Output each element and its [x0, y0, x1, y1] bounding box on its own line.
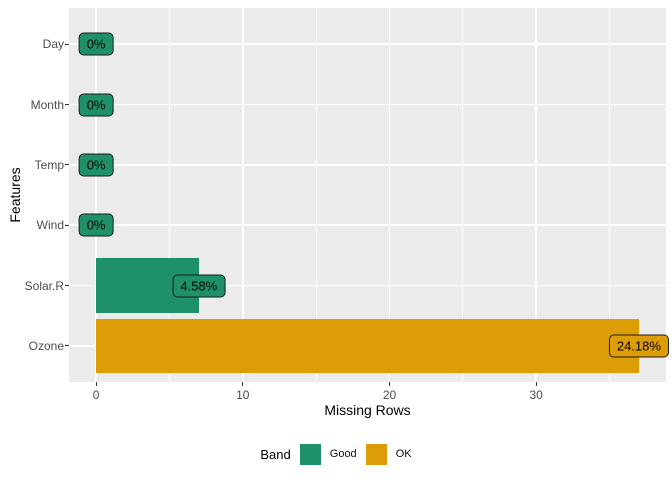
y-tick-label: Ozone	[28, 338, 64, 353]
gridline-y-major	[69, 164, 666, 166]
gridline-y-major	[69, 224, 666, 226]
y-tick-mark	[65, 164, 69, 166]
gridline-x-major	[388, 8, 391, 382]
y-axis-title: Features	[7, 167, 23, 223]
bar-percent-label: 0%	[78, 213, 114, 237]
gridline-y-major	[69, 284, 666, 287]
x-tick-label: 30	[529, 388, 543, 402]
y-tick-mark	[65, 285, 69, 286]
legend: Band Good OK	[0, 443, 672, 465]
y-tick-mark	[65, 104, 69, 105]
bar-percent-label: 0%	[78, 32, 114, 56]
gridline-x-major	[95, 8, 97, 382]
legend-title: Band	[260, 446, 291, 462]
y-tick-mark	[65, 43, 69, 45]
y-tick-mark	[65, 345, 69, 347]
x-tick-mark	[389, 382, 390, 386]
x-tick-label: 0	[92, 388, 100, 402]
gridline-x-minor	[169, 8, 170, 382]
y-tick-label: Temp	[34, 157, 64, 172]
legend-swatch-good	[299, 443, 321, 465]
x-axis-title: Missing Rows	[324, 402, 411, 418]
x-tick-label: 20	[382, 388, 397, 402]
gridline-x-major	[242, 8, 244, 382]
y-tick-label: Month	[30, 97, 64, 112]
x-tick-label: 10	[236, 388, 250, 402]
gridline-x-minor	[315, 8, 317, 382]
x-tick-mark	[535, 382, 537, 386]
legend-key-label: Good	[329, 448, 357, 460]
legend-swatch-ok	[365, 443, 387, 465]
gridline-x-minor	[609, 8, 610, 382]
gridline-x-major	[535, 8, 537, 382]
y-tick-label: Day	[42, 37, 64, 52]
bar-percent-label: 24.18%	[608, 334, 669, 358]
x-tick-mark	[95, 382, 97, 386]
legend-key-label: OK	[395, 448, 412, 460]
y-tick-label: Solar.R	[24, 278, 64, 293]
bar	[96, 318, 639, 373]
bar-percent-label: 0%	[78, 93, 114, 116]
gridline-y-major	[69, 43, 666, 45]
plot-panel: 0% 0% 0% 0% 4.58% 24.18%	[69, 8, 669, 382]
bar-percent-label: 4.58%	[172, 274, 226, 297]
gridline-y-major	[69, 103, 666, 106]
y-tick-label: Wind	[36, 218, 64, 233]
y-tick-mark	[65, 224, 69, 226]
gridline-x-minor	[462, 8, 464, 382]
bar-percent-label: 0%	[78, 153, 114, 177]
x-tick-mark	[242, 382, 244, 386]
